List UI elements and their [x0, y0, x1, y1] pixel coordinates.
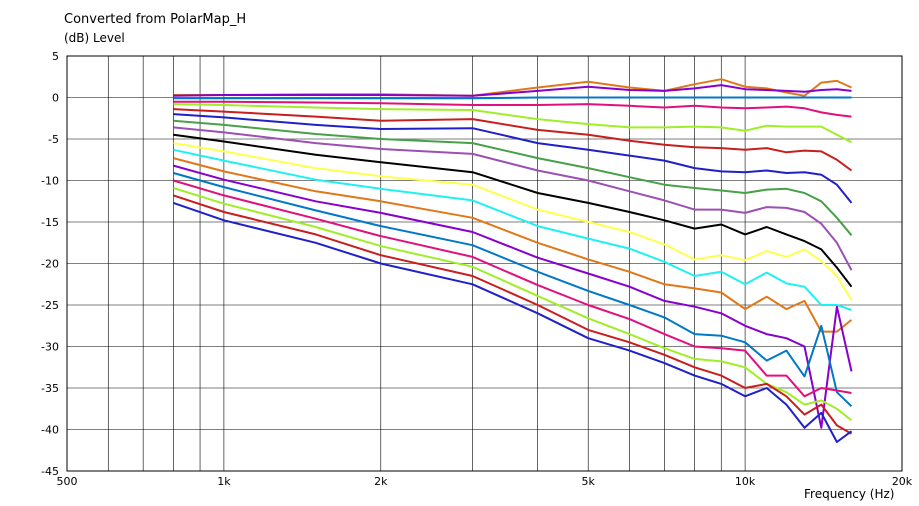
series-line-13: [173, 157, 853, 333]
series-line-10: [173, 133, 853, 288]
x-tick-label: 20k: [892, 475, 913, 488]
series-line-7: [173, 113, 853, 204]
series-line-12: [173, 148, 852, 311]
series-line-4: [173, 100, 852, 118]
x-tick-label: 500: [57, 475, 78, 488]
series-line-17: [173, 187, 853, 422]
x-tick-label: 10k: [735, 475, 756, 488]
series-line-16: [173, 179, 852, 398]
series-line-9: [173, 126, 853, 271]
y-tick-label: -20: [41, 258, 59, 271]
series-line-6: [173, 108, 853, 172]
x-tick-label: 2k: [374, 475, 388, 488]
series-line-2: [173, 84, 852, 97]
y-tick-label: -45: [41, 465, 59, 478]
series-line-15: [173, 172, 853, 408]
y-tick-label: -5: [48, 133, 59, 146]
x-tick-label: 1k: [217, 475, 231, 488]
series-line-11: [173, 142, 853, 301]
y-axis-label: (dB) Level: [64, 31, 125, 45]
y-tick-label: -10: [41, 175, 59, 188]
series-line-14: [173, 164, 853, 429]
y-tick-label: -25: [41, 299, 59, 312]
y-tick-label: -35: [41, 382, 59, 395]
y-tick-label: -30: [41, 341, 59, 354]
x-tick-label: 5k: [582, 475, 596, 488]
series-line-8: [173, 119, 853, 236]
y-tick-label: 5: [52, 50, 59, 63]
y-tick-label: 0: [52, 92, 59, 105]
chart-title: Converted from PolarMap_H: [64, 12, 247, 27]
y-tick-label: -15: [41, 216, 59, 229]
series-line-19: [173, 201, 853, 443]
x-axis-label: Frequency (Hz): [804, 487, 895, 501]
series-line-18: [173, 194, 852, 435]
y-tick-label: -40: [41, 424, 59, 437]
series-line-3: [173, 96, 852, 100]
series-line-5: [173, 103, 852, 144]
